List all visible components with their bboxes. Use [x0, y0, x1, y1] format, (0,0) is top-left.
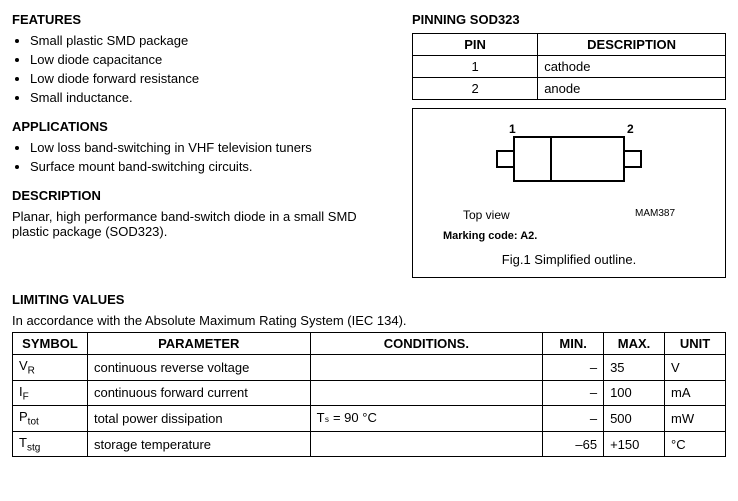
list-item: Low diode capacitance — [30, 52, 392, 67]
list-item: Low loss band-switching in VHF televisio… — [30, 140, 392, 155]
param-cell: continuous reverse voltage — [87, 355, 310, 381]
pin-col-header: DESCRIPTION — [538, 34, 726, 56]
limiting-heading: LIMITING VALUES — [12, 292, 726, 307]
param-cell: storage temperature — [87, 431, 310, 457]
max-cell: 35 — [604, 355, 665, 381]
features-heading: FEATURES — [12, 12, 392, 27]
symbol-cell: VR — [13, 355, 88, 381]
pin-col-header: PIN — [413, 34, 538, 56]
figure-marking: Marking code: A2. — [443, 230, 715, 242]
table-row: 2 anode — [413, 78, 726, 100]
unit-cell: V — [665, 355, 726, 381]
min-cell: – — [543, 355, 604, 381]
pin1-label: 1 — [509, 122, 516, 136]
table-row: Tstg storage temperature –65 +150 °C — [13, 431, 726, 457]
features-list: Small plastic SMD package Low diode capa… — [12, 33, 392, 105]
figure-box: 1 2 Top view MAM387 Marking code: A2. Fi… — [412, 108, 726, 278]
unit-cell: mA — [665, 380, 726, 406]
limiting-table: SYMBOL PARAMETER CONDITIONS. MIN. MAX. U… — [12, 332, 726, 457]
param-cell: continuous forward current — [87, 380, 310, 406]
cond-cell — [310, 380, 543, 406]
figure-code: MAM387 — [635, 208, 675, 222]
cond-cell: Tₛ = 90 °C — [310, 406, 543, 432]
max-cell: 100 — [604, 380, 665, 406]
pin-number: 2 — [413, 78, 538, 100]
table-row: 1 cathode — [413, 56, 726, 78]
unit-cell: °C — [665, 431, 726, 457]
cond-cell — [310, 355, 543, 381]
pin-desc: anode — [538, 78, 726, 100]
symbol-cell: IF — [13, 380, 88, 406]
symbol-cell: Tstg — [13, 431, 88, 457]
col-header: MAX. — [604, 333, 665, 355]
col-header: CONDITIONS. — [310, 333, 543, 355]
symbol-cell: Ptot — [13, 406, 88, 432]
pin-number: 1 — [413, 56, 538, 78]
col-header: PARAMETER — [87, 333, 310, 355]
pinning-table: PIN DESCRIPTION 1 cathode 2 anode — [412, 33, 726, 100]
pin2-label: 2 — [627, 122, 634, 136]
cond-cell — [310, 431, 543, 457]
list-item: Small inductance. — [30, 90, 392, 105]
figure-topview-label: Top view — [463, 208, 510, 222]
min-cell: –65 — [543, 431, 604, 457]
min-cell: – — [543, 406, 604, 432]
param-cell: total power dissipation — [87, 406, 310, 432]
figure-title: Fig.1 Simplified outline. — [423, 252, 715, 267]
applications-heading: APPLICATIONS — [12, 119, 392, 134]
min-cell: – — [543, 380, 604, 406]
col-header: UNIT — [665, 333, 726, 355]
description-text: Planar, high performance band-switch dio… — [12, 209, 392, 239]
list-item: Low diode forward resistance — [30, 71, 392, 86]
list-item: Small plastic SMD package — [30, 33, 392, 48]
col-header: MIN. — [543, 333, 604, 355]
col-header: SYMBOL — [13, 333, 88, 355]
pinning-heading: PINNING SOD323 — [412, 12, 726, 27]
max-cell: 500 — [604, 406, 665, 432]
applications-list: Low loss band-switching in VHF televisio… — [12, 140, 392, 174]
max-cell: +150 — [604, 431, 665, 457]
package-outline-icon: 1 2 — [459, 119, 679, 199]
limiting-intro: In accordance with the Absolute Maximum … — [12, 313, 726, 328]
table-row: Ptot total power dissipation Tₛ = 90 °C … — [13, 406, 726, 432]
list-item: Surface mount band-switching circuits. — [30, 159, 392, 174]
table-row: IF continuous forward current – 100 mA — [13, 380, 726, 406]
table-row: VR continuous reverse voltage – 35 V — [13, 355, 726, 381]
unit-cell: mW — [665, 406, 726, 432]
pin-desc: cathode — [538, 56, 726, 78]
description-heading: DESCRIPTION — [12, 188, 392, 203]
